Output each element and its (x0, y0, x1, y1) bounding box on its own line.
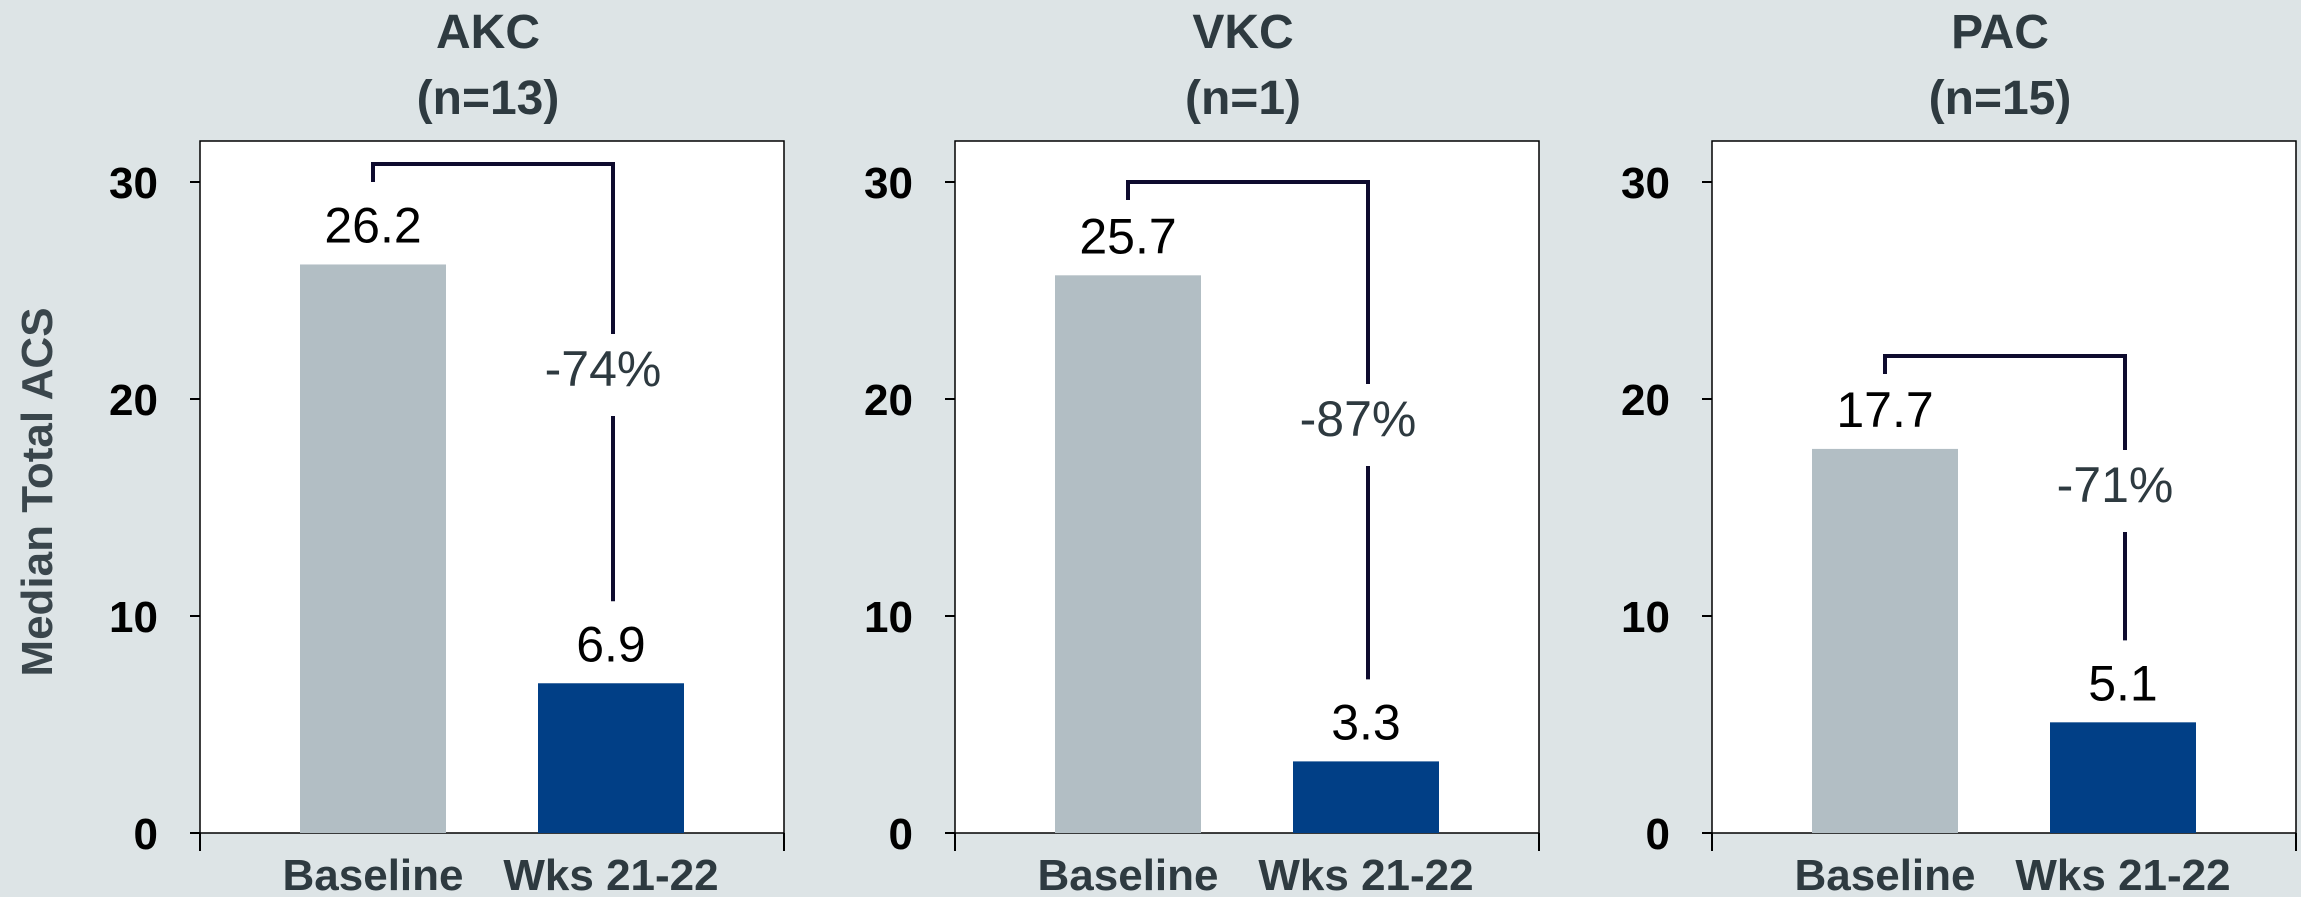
y-tick-label: 0 (134, 810, 158, 859)
y-tick-label: 10 (864, 593, 913, 642)
percent-change-label: -71% (2057, 457, 2174, 513)
plot-area (954, 140, 1540, 834)
change-bracket (1883, 354, 2127, 450)
y-tick-label: 20 (1621, 376, 1670, 425)
percent-change-label: -74% (545, 341, 662, 397)
x-tick-label: Wks 21-22 (503, 851, 718, 897)
bar-baseline (1055, 275, 1201, 833)
chart-subtitle: (n=1) (1185, 72, 1301, 125)
change-bracket (371, 162, 615, 334)
x-tick-label: Baseline (1795, 851, 1976, 897)
y-tick-label: 20 (109, 376, 158, 425)
chart-panel-pac: PAC (n=15) 0 10 20 30 17.7 Baseline 5.1 Wks 21-22… (1621, 6, 2297, 897)
bar-wks-21-22 (538, 683, 684, 833)
y-tick-label: 10 (109, 593, 158, 642)
chart-subtitle: (n=13) (417, 72, 560, 125)
y-tick-label: 30 (109, 159, 158, 208)
percent-change-label: -87% (1300, 391, 1417, 447)
data-label: 3.3 (1331, 694, 1401, 750)
chart-panel-akc: AKC (n=13) 0 10 20 30 26.2 Baseline 6.9 Wks 21-22… (109, 6, 785, 897)
data-label: 6.9 (576, 616, 646, 672)
y-axis-label: Median Total ACS (13, 307, 62, 676)
data-label: 5.1 (2088, 655, 2158, 711)
chart-title: AKC (436, 6, 540, 59)
x-tick-label: Baseline (1038, 851, 1219, 897)
y-tick-label: 10 (1621, 593, 1670, 642)
plot-area (1711, 140, 2297, 834)
y-tick-label: 0 (1646, 810, 1670, 859)
y-tick-label: 30 (1621, 159, 1670, 208)
data-label: 25.7 (1079, 208, 1176, 264)
bar-baseline (300, 264, 446, 834)
chart-subtitle: (n=15) (1929, 72, 2072, 125)
bar-wks-21-22 (2050, 722, 2196, 833)
data-label: 26.2 (324, 197, 421, 253)
y-tick-label: 30 (864, 159, 913, 208)
x-tick-label: Baseline (283, 851, 464, 897)
bar-baseline (1812, 448, 1958, 833)
data-label: 17.7 (1836, 382, 1933, 438)
y-tick-label: 20 (864, 376, 913, 425)
y-tick-label: 0 (889, 810, 913, 859)
change-bracket (1126, 180, 1370, 384)
plot-area (199, 140, 785, 834)
chart-panel-vkc: VKC (n=1) 0 10 20 30 25.7 Baseline 3.3 Wks 21-22 -… (864, 6, 1540, 897)
bar-wks-21-22 (1293, 761, 1439, 833)
x-tick-label: Wks 21-22 (1258, 851, 1473, 897)
chart-title: VKC (1192, 6, 1293, 59)
chart-title: PAC (1951, 6, 2049, 59)
x-tick-label: Wks 21-22 (2015, 851, 2230, 897)
